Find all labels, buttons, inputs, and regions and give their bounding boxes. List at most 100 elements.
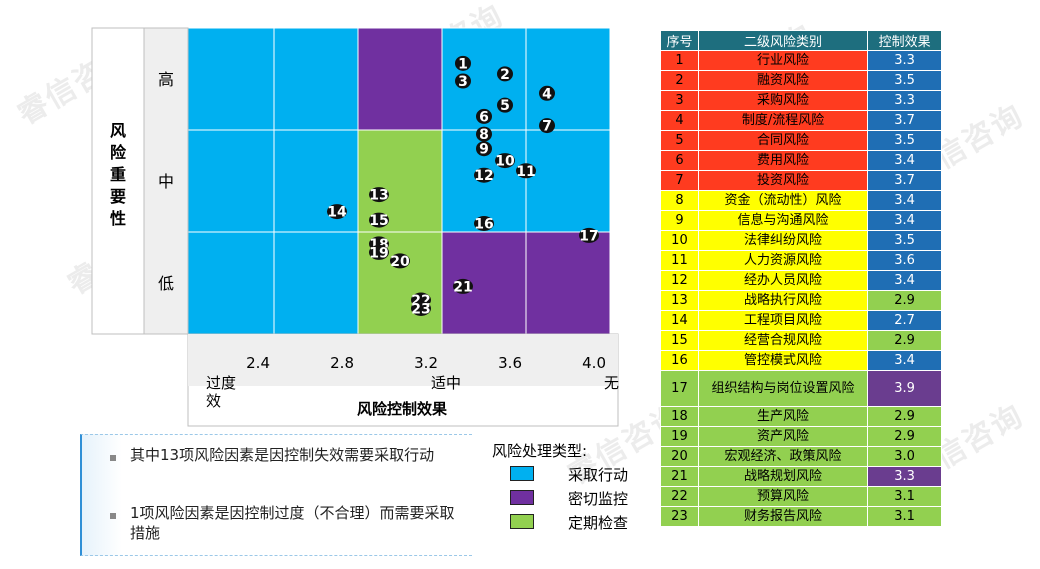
cell-name: 法律纠纷风险 — [697, 230, 869, 251]
risk-point-16: 16 — [474, 216, 494, 233]
notes-box: 其中13项风险因素是因控制失效需要采取行动 1项风险因素是因控制过度（不合理）而… — [80, 434, 472, 556]
cell-eff: 3.4 — [867, 150, 942, 171]
x-tick-label: 2.4 — [246, 354, 270, 372]
risk-point-label: 5 — [500, 98, 510, 114]
legend-swatch-check — [510, 514, 534, 529]
zone-cell — [187, 231, 275, 335]
cell-no: 3 — [660, 90, 699, 111]
x-tick-label: 4.0 — [582, 354, 606, 372]
ylabel-panel — [91, 27, 145, 335]
risk-point-17: 17 — [579, 227, 599, 244]
risk-point-5: 5 — [497, 97, 513, 114]
header-name: 二级风险类别 — [697, 30, 869, 51]
risk-point-4: 4 — [539, 85, 555, 102]
svg-text:无: 无 — [604, 374, 619, 392]
risk-point-label: 21 — [453, 279, 472, 295]
table-row: 5 合同风险 3.5 — [660, 130, 942, 151]
cell-name: 资金（流动性）风险 — [697, 190, 869, 211]
cell-name: 生产风险 — [697, 406, 869, 427]
legend-label-check: 定期检查 — [568, 514, 629, 532]
cell-name: 合同风险 — [697, 130, 869, 151]
cell-no: 22 — [660, 486, 699, 507]
header-eff: 控制效果 — [867, 30, 942, 51]
zone-cell — [357, 27, 443, 131]
cell-name: 财务报告风险 — [697, 506, 869, 527]
cell-no: 13 — [660, 290, 699, 311]
table-row: 21 战略规划风险 3.3 — [660, 466, 942, 487]
risk-point-label: 19 — [369, 245, 388, 261]
cell-name: 投资风险 — [697, 170, 869, 191]
table-row: 4 制度/流程风险 3.7 — [660, 110, 942, 131]
risk-point-1: 1 — [455, 55, 471, 72]
risk-point-23: 23 — [411, 301, 431, 318]
ycategory-layer: 高中低 — [158, 70, 174, 293]
risk-point-label: 1 — [458, 56, 468, 72]
cell-no: 23 — [660, 506, 699, 527]
cell-name: 采购风险 — [697, 90, 869, 111]
risk-point-label: 2 — [500, 67, 510, 83]
risk-point-15: 15 — [369, 212, 389, 229]
legend-label-action: 采取行动 — [568, 466, 629, 484]
table-row: 8 资金（流动性）风险 3.4 — [660, 190, 942, 211]
risk-point-3: 3 — [455, 73, 471, 90]
cell-name: 费用风险 — [697, 150, 869, 171]
zone-cell — [525, 231, 611, 335]
cell-no: 18 — [660, 406, 699, 427]
risk-table: 序号 二级风险类别 控制效果 1 行业风险 3.3 2 融资风险 3.5 3 采购风险 3.3 4… — [660, 30, 942, 527]
zone-cell — [187, 27, 275, 131]
risk-matrix-chart: 风险重要性 高中低 2.4 2.8 3.2 3.6 4.0 过度效适中无 风险控制效果 … — [91, 27, 619, 427]
cell-eff: 3.4 — [867, 270, 942, 291]
risk-point-12: 12 — [474, 167, 494, 184]
cell-eff: 3.3 — [867, 50, 942, 71]
cell-name: 预算风险 — [697, 486, 869, 507]
table-row: 20 宏观经济、政策风险 3.0 — [660, 446, 942, 467]
x-tick-label: 3.2 — [414, 354, 438, 372]
y-axis-label-char: 风 — [110, 121, 126, 140]
zones-layer — [187, 27, 611, 335]
cell-name: 战略执行风险 — [697, 290, 869, 311]
cell-eff: 3.3 — [867, 466, 942, 487]
y-category-label: 高 — [158, 70, 174, 89]
x-category-label: 无 — [604, 374, 619, 392]
y-axis-label-char: 要 — [110, 187, 126, 206]
svg-text:适中: 适中 — [431, 374, 461, 392]
risk-point-13: 13 — [369, 187, 389, 204]
cell-no: 16 — [660, 350, 699, 371]
risk-point-label: 23 — [411, 302, 430, 318]
cell-eff: 2.9 — [867, 426, 942, 447]
table-row: 7 投资风险 3.7 — [660, 170, 942, 191]
cell-no: 6 — [660, 150, 699, 171]
table-row: 2 融资风险 3.5 — [660, 70, 942, 91]
risk-point-label: 7 — [542, 119, 552, 135]
cell-no: 8 — [660, 190, 699, 211]
x-category-label: 适中 — [431, 374, 461, 392]
cell-no: 14 — [660, 310, 699, 331]
table-row: 18 生产风险 2.9 — [660, 406, 942, 427]
risk-point-2: 2 — [497, 66, 513, 83]
cell-eff: 3.6 — [867, 250, 942, 271]
cell-no: 1 — [660, 50, 699, 71]
cell-eff: 3.4 — [867, 210, 942, 231]
risk-point-label: 13 — [369, 188, 388, 204]
cell-no: 20 — [660, 446, 699, 467]
risk-point-label: 8 — [479, 127, 489, 143]
table-row: 17 组织结构与岗位设置风险 3.9 — [660, 370, 942, 407]
ycategory-panel — [143, 27, 189, 335]
cell-name: 管控模式风险 — [697, 350, 869, 371]
cell-name: 工程项目风险 — [697, 310, 869, 331]
table-row: 12 经办人员风险 3.4 — [660, 270, 942, 291]
cell-eff: 3.5 — [867, 230, 942, 251]
cell-eff: 3.4 — [867, 190, 942, 211]
risk-point-label: 10 — [495, 154, 515, 170]
cell-no: 12 — [660, 270, 699, 291]
risk-point-8: 8 — [476, 126, 492, 143]
cell-no: 15 — [660, 330, 699, 351]
table-row: 6 费用风险 3.4 — [660, 150, 942, 171]
cell-eff: 2.7 — [867, 310, 942, 331]
cell-name: 行业风险 — [697, 50, 869, 71]
cell-eff: 3.4 — [867, 350, 942, 371]
cell-no: 2 — [660, 70, 699, 91]
table-row: 10 法律纠纷风险 3.5 — [660, 230, 942, 251]
cell-no: 5 — [660, 130, 699, 151]
